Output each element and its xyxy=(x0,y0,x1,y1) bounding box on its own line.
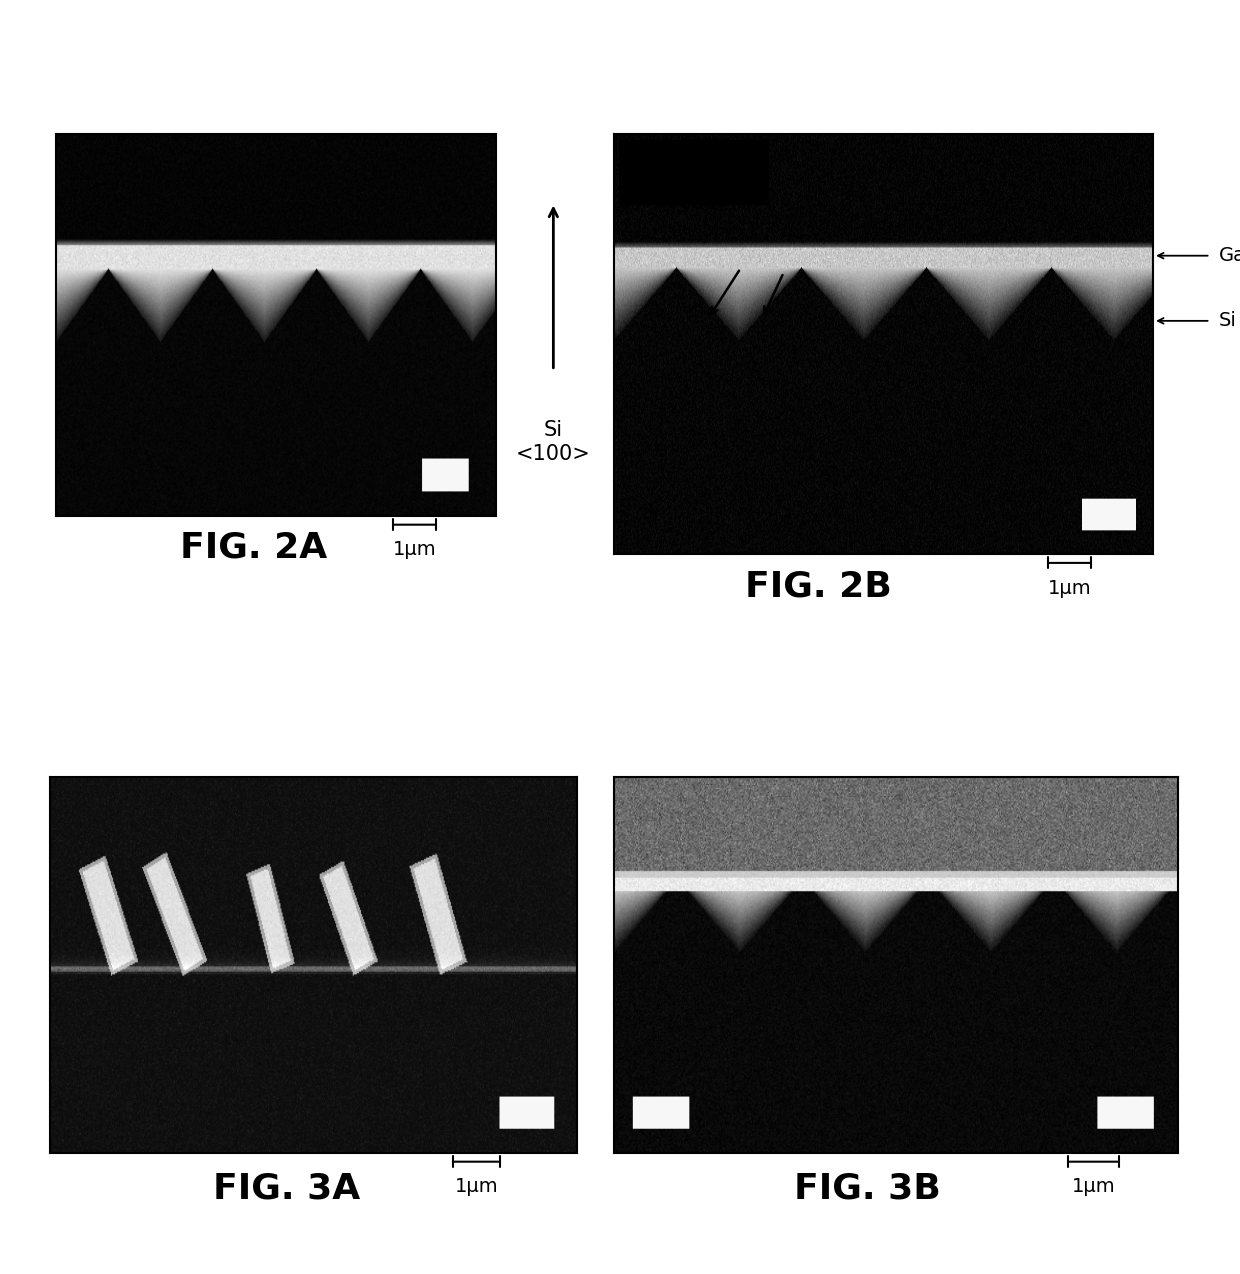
Text: FIG. 3A: FIG. 3A xyxy=(213,1171,361,1205)
Text: 1μm: 1μm xyxy=(393,540,436,559)
Text: GaN: GaN xyxy=(1219,246,1240,265)
Text: 1μm: 1μm xyxy=(1048,578,1091,598)
Text: FIG. 3B: FIG. 3B xyxy=(795,1171,941,1205)
Text: 1μm: 1μm xyxy=(455,1177,498,1196)
Text: Si: Si xyxy=(1219,311,1236,330)
Text: FIG. 2A: FIG. 2A xyxy=(180,531,327,564)
Text: FIG. 2B: FIG. 2B xyxy=(745,569,892,603)
Text: 1μm: 1μm xyxy=(1071,1177,1115,1196)
Text: GaN
[0001]: GaN [0001] xyxy=(660,172,724,213)
Text: Si
<100>: Si <100> xyxy=(516,420,590,464)
